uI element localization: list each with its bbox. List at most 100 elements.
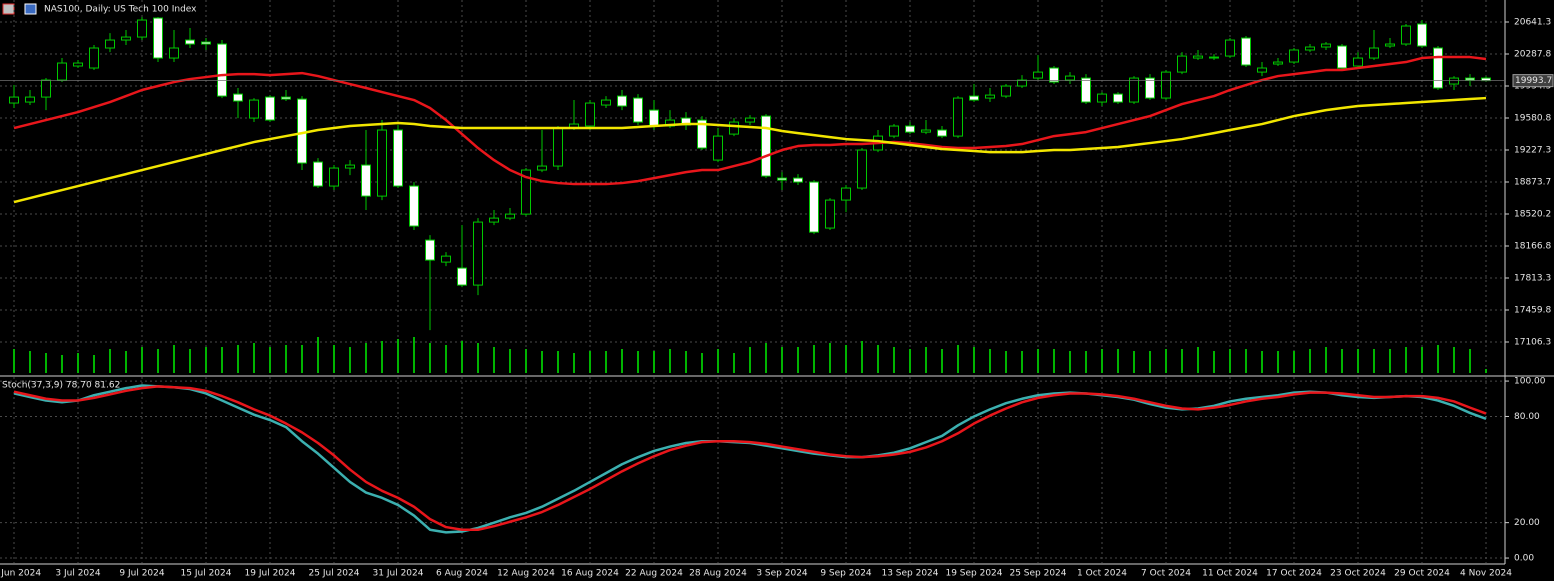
volume-bar (125, 351, 127, 373)
candle-body (377, 129, 387, 197)
y-tick-label: 19580.8 (1514, 113, 1551, 123)
candle-body (457, 267, 467, 286)
candle-body (1273, 61, 1283, 65)
volume-bar (429, 343, 431, 373)
candle-body (1465, 77, 1475, 81)
volume-bar (813, 345, 815, 373)
candle-body (537, 165, 547, 171)
y-tick-label: 18520.2 (1514, 210, 1551, 220)
volume-bar (1421, 347, 1423, 373)
candle-body (265, 96, 275, 121)
volume-bar (461, 341, 463, 373)
x-tick-label: 15 Jul 2024 (181, 569, 232, 579)
volume-bar (77, 353, 79, 373)
volume-bar (989, 349, 991, 373)
volume-bar (717, 349, 719, 373)
stoch-title: Stoch(37,3,9) 78.70 81.62 (2, 381, 120, 391)
volume-bar (317, 337, 319, 373)
volume-bar (413, 337, 415, 373)
last-price-label: 19993.7 (1515, 76, 1552, 86)
candle-body (905, 125, 915, 133)
volume-bar (749, 347, 751, 373)
volume-bar (13, 349, 15, 373)
y-tick-label: 17813.3 (1514, 273, 1551, 283)
candle-body (1129, 77, 1139, 103)
y-tick-label: 20641.3 (1514, 17, 1551, 27)
candle-body (1353, 57, 1363, 67)
y-tick-label: 20287.8 (1514, 49, 1551, 59)
volume-bar (1133, 351, 1135, 373)
candle-body (441, 255, 451, 263)
x-tick-label: 13 Sep 2024 (881, 569, 938, 579)
candle-body (1321, 43, 1331, 48)
volume-bar (525, 349, 527, 373)
candle-body (793, 177, 803, 183)
candle-body (761, 115, 771, 177)
volume-bar (205, 347, 207, 373)
candle-body (777, 177, 787, 181)
candle-body (409, 185, 419, 227)
x-tick-label: 17 Oct 2024 (1266, 569, 1322, 579)
volume-bar (397, 339, 399, 373)
volume-bar (1373, 349, 1375, 373)
candle-body (137, 19, 147, 38)
volume-bar (333, 345, 335, 373)
candle-body (489, 217, 499, 223)
volume-bar (1469, 349, 1471, 373)
candle-body (1161, 71, 1171, 99)
x-tick-label: 23 Oct 2024 (1330, 569, 1386, 579)
candle-body (985, 94, 995, 99)
chart-title: NAS100, Daily: US Tech 100 Index (44, 5, 197, 15)
volume-bar (781, 347, 783, 373)
x-tick-label: 3 Sep 2024 (756, 569, 808, 579)
candle-body (649, 109, 659, 127)
volume-bar (909, 349, 911, 373)
candle-body (1449, 77, 1459, 85)
volume-bar (1117, 349, 1119, 373)
volume-bar (29, 351, 31, 373)
volume-bar (1101, 349, 1103, 373)
volume-bar (61, 355, 63, 373)
title-icons (2, 3, 37, 15)
volume-bar (1261, 351, 1263, 373)
volume-bar (1229, 349, 1231, 373)
x-tick-label: 25 Sep 2024 (1009, 569, 1066, 579)
y-tick-label: 20.00 (1514, 518, 1540, 528)
candle-body (617, 95, 627, 107)
indicator-line (13, 385, 1487, 531)
volume-bar (141, 347, 143, 373)
volume-bar (1069, 351, 1071, 373)
candle-body (553, 127, 563, 167)
candle-body (105, 39, 115, 49)
x-tick-label: 12 Aug 2024 (497, 569, 555, 579)
volume-bar (1309, 349, 1311, 373)
candle-body (249, 99, 259, 119)
y-tick-label: 17459.8 (1514, 305, 1551, 315)
candle-body (1225, 39, 1235, 57)
candle-body (1369, 47, 1379, 59)
x-tick-label: 25 Jul 2024 (309, 569, 360, 579)
x-tick-label: 1 Oct 2024 (1077, 569, 1127, 579)
candle-body (9, 96, 19, 104)
candle-body (1209, 56, 1219, 59)
volume-bar (957, 345, 959, 373)
candle-body (633, 97, 643, 123)
candle-body (1001, 85, 1011, 97)
volume-bar (845, 345, 847, 373)
candle-body (921, 129, 931, 133)
candle-body (217, 43, 227, 97)
candle-body (1177, 55, 1187, 73)
candle-body (233, 93, 243, 102)
candle-body (1033, 71, 1043, 79)
candle-body (1097, 93, 1107, 103)
candle-body (393, 129, 403, 187)
volume-bar (493, 347, 495, 373)
volume-bar (877, 345, 879, 373)
candle-body (1049, 67, 1059, 83)
volume-bar (1149, 351, 1151, 373)
candle-body (473, 221, 483, 286)
volume-bar (45, 353, 47, 373)
volume-bar (621, 349, 623, 373)
volume-bar (973, 347, 975, 373)
y-tick-label: 17106.3 (1514, 337, 1551, 347)
